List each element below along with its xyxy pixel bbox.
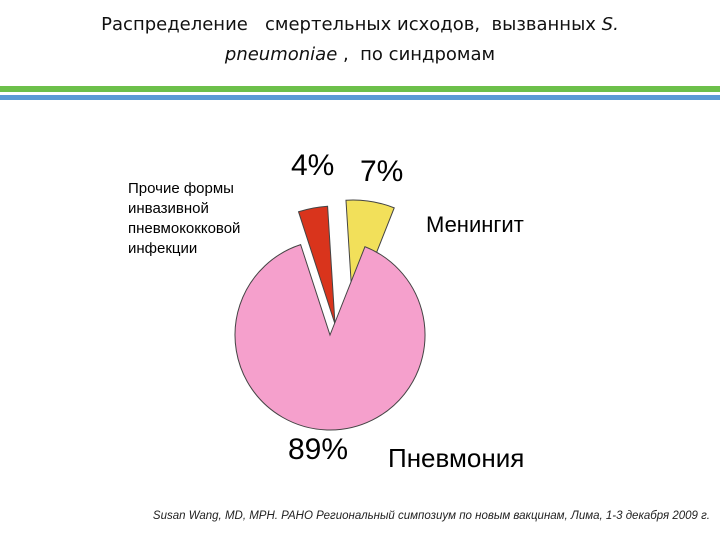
- slice-value-meningitis: 7%: [360, 155, 404, 188]
- slide-title: Распределение смертельных исходов, вызва…: [20, 10, 700, 70]
- title-line1: Распределение смертельных исходов, вызва…: [101, 14, 602, 35]
- slice-label-other: Прочие формы инвазивной пневмококковой и…: [128, 180, 241, 257]
- title-species: S.: [601, 14, 619, 35]
- pie-slice-pneumonia: [234, 244, 426, 431]
- slice-label-pneumonia: Пневмония: [388, 443, 525, 473]
- source-citation: Susan Wang, MD, MPH. PAHO Региональный с…: [152, 510, 710, 522]
- accent-rule-green: [0, 86, 720, 92]
- pie-slice-other: [297, 205, 336, 325]
- title-line2: , по синдромам: [337, 44, 496, 65]
- accent-rule-blue: [0, 95, 720, 100]
- slice-label-meningitis: Менингит: [426, 212, 524, 237]
- title-species-name: pneumoniae: [224, 44, 338, 65]
- slice-value-pneumonia: 89%: [288, 433, 349, 466]
- slice-value-other: 4%: [291, 149, 335, 182]
